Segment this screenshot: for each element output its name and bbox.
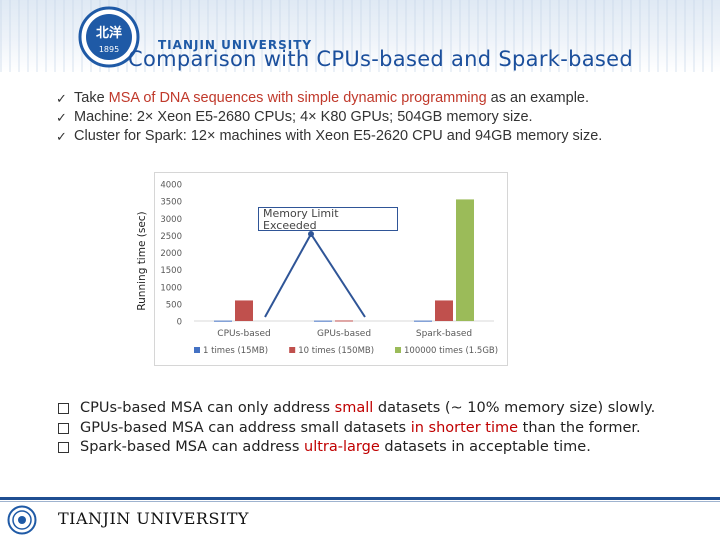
bullet-highlight: MSA of DNA sequences with simple dynamic… <box>108 90 487 106</box>
conclusion-item: CPUs-based MSA can only address small da… <box>58 399 658 419</box>
x-tick-label: CPUs-based <box>217 329 270 339</box>
y-tick-label: 500 <box>166 300 182 310</box>
conclusion-item: Spark-based MSA can address ultra-large … <box>58 438 658 458</box>
bar-1 <box>414 320 432 322</box>
square-bullet-icon <box>58 403 69 414</box>
bullet-text: Take <box>74 90 109 106</box>
bullet-text: as an example. <box>486 90 590 106</box>
conclusion-highlight: ultra-large <box>304 439 380 455</box>
bar-chart: 0 500 1000 1500 2000 2500 3000 3500 4000 CPUs-bas… <box>160 181 498 357</box>
footer-university-name: TIANJIN UNIVERSITY <box>58 509 249 528</box>
conclusion-text: Spark-based MSA can address <box>80 439 305 455</box>
conclusion-text: datasets (~ 10% memory size) slowly. <box>373 400 656 416</box>
legend-swatch <box>395 347 401 353</box>
bullet-item: ✓ Cluster for Spark: 12× machines with Xe… <box>56 127 602 146</box>
footer-divider-thin <box>0 501 720 502</box>
check-icon: ✓ <box>56 129 67 144</box>
y-tick-label: 2500 <box>160 232 182 242</box>
conclusion-text: GPUs-based MSA can address small dataset… <box>80 419 411 436</box>
x-tick-label: GPUs-based <box>317 329 371 339</box>
seal-text: 北洋 <box>96 25 122 41</box>
legend-label: 1 times (15MB) <box>203 346 268 356</box>
bar-1 <box>314 320 332 322</box>
university-name-header: TIANJIN UNIVERSITY <box>158 38 313 52</box>
annotation-dot <box>308 231 314 237</box>
conclusion-text: datasets in acceptable time. <box>379 439 591 455</box>
legend-swatch <box>194 347 200 353</box>
footer-seal-icon <box>7 505 37 535</box>
annotation-arrow <box>310 233 366 318</box>
y-tick-label: 4000 <box>160 181 182 191</box>
bar-2 <box>235 300 253 321</box>
legend-label: 100000 times (1.5GB) <box>404 346 498 356</box>
bullet-text: Machine: 2× Xeon E5-2680 CPUs; 4× K80 GP… <box>74 109 533 125</box>
legend-label: 10 times (150MB) <box>298 346 374 356</box>
bar-3 <box>456 199 474 321</box>
bullet-text: Cluster for Spark: 12× machines with Xeo… <box>74 128 603 144</box>
conclusion-list: CPUs-based MSA can only address small da… <box>58 399 658 458</box>
y-tick-label: 1500 <box>160 266 182 276</box>
page-title: Comparison with CPUs-based and Spark-bas… <box>128 47 633 71</box>
memory-limit-annotation: Memory Limit Exceeded <box>258 207 398 232</box>
y-axis-label: Running time (sec) <box>136 211 148 311</box>
x-tick-label: Spark-based <box>416 329 472 339</box>
annotation-arrow <box>264 233 312 318</box>
check-icon: ✓ <box>56 110 67 125</box>
y-tick-label: 3000 <box>160 215 182 225</box>
y-tick-label: 2000 <box>160 249 182 259</box>
footer-divider <box>0 497 720 500</box>
y-tick-label: 3500 <box>160 198 182 208</box>
university-seal-icon: 北洋 1895 <box>78 6 140 68</box>
legend-swatch <box>289 347 296 353</box>
y-tick-label: 1000 <box>160 283 182 293</box>
square-bullet-icon <box>58 422 69 434</box>
bullet-item: ✓ Machine: 2× Xeon E5-2680 CPUs; 4× K80 G… <box>56 108 602 127</box>
check-icon: ✓ <box>56 91 67 106</box>
bullet-item: ✓ Take MSA of DNA sequences with simple d… <box>56 89 602 108</box>
conclusion-highlight: in shorter time <box>410 419 519 436</box>
bullet-list: ✓ Take MSA of DNA sequences with simple d… <box>56 89 602 146</box>
bar-2 <box>435 300 453 321</box>
seal-year: 1895 <box>99 45 119 54</box>
conclusion-item: GPUs-based MSA can address small dataset… <box>58 419 658 439</box>
chart-frame <box>154 172 508 366</box>
conclusion-highlight: small <box>334 400 374 416</box>
y-tick-label: 0 <box>177 318 182 328</box>
conclusion-text: CPUs-based MSA can only address <box>80 400 335 416</box>
bar-2 <box>335 320 353 322</box>
bar-1 <box>214 320 232 322</box>
square-bullet-icon <box>58 442 69 453</box>
conclusion-text: than the former. <box>518 419 641 436</box>
